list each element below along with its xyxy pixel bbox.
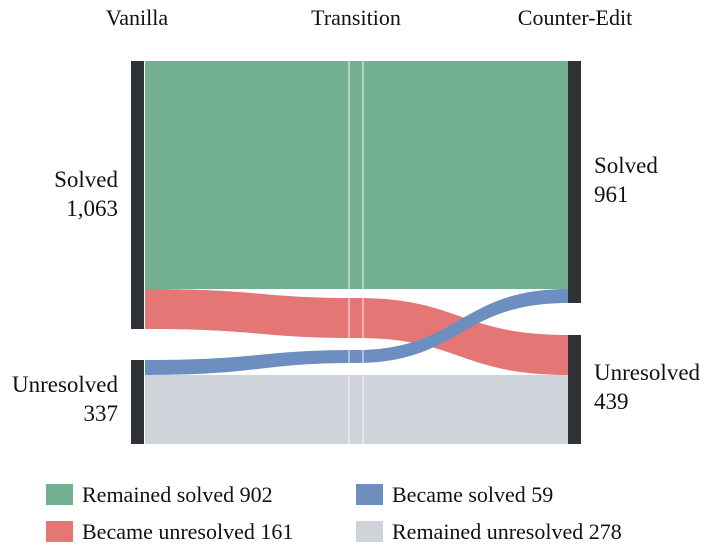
left-node-unresolved-label: Unresolved bbox=[12, 372, 119, 397]
flows bbox=[145, 61, 568, 444]
right-node-unresolved-count: 439 bbox=[594, 389, 629, 414]
left-node-solved-count: 1,063 bbox=[66, 196, 118, 221]
left-node-unresolved-count: 337 bbox=[84, 401, 119, 426]
legend-text-became-unresolved: Became unresolved 161 bbox=[82, 519, 293, 544]
legend-text-remained-solved: Remained solved 902 bbox=[82, 482, 273, 507]
flow-remained-solved bbox=[145, 61, 568, 289]
legend: Remained solved 902 Became solved 59 Bec… bbox=[46, 482, 622, 544]
right-node-solved-label: Solved bbox=[594, 153, 658, 178]
legend-swatch-became-unresolved bbox=[46, 521, 73, 542]
right-node-unresolved-label: Unresolved bbox=[594, 360, 701, 385]
node-bar-counter-solved bbox=[568, 61, 581, 303]
flow-became-solved bbox=[145, 289, 568, 375]
column-header-counter-edit: Counter-Edit bbox=[518, 5, 632, 30]
node-bar-vanilla-unresolved bbox=[131, 360, 144, 444]
left-node-solved-label: Solved bbox=[54, 167, 118, 192]
flow-remained-unresolved bbox=[145, 375, 568, 444]
legend-swatch-remained-solved bbox=[46, 484, 73, 505]
column-header-transition: Transition bbox=[311, 5, 401, 30]
node-bar-vanilla-solved bbox=[131, 61, 144, 329]
legend-swatch-remained-unresolved bbox=[356, 521, 383, 542]
legend-swatch-became-solved bbox=[356, 484, 383, 505]
node-bar-counter-unresolved bbox=[568, 335, 581, 444]
right-node-solved-count: 961 bbox=[594, 182, 629, 207]
column-header-vanilla: Vanilla bbox=[106, 5, 169, 30]
legend-text-remained-unresolved: Remained unresolved 278 bbox=[392, 519, 622, 544]
legend-text-became-solved: Became solved 59 bbox=[392, 482, 553, 507]
flow-became-unresolved bbox=[145, 289, 568, 375]
